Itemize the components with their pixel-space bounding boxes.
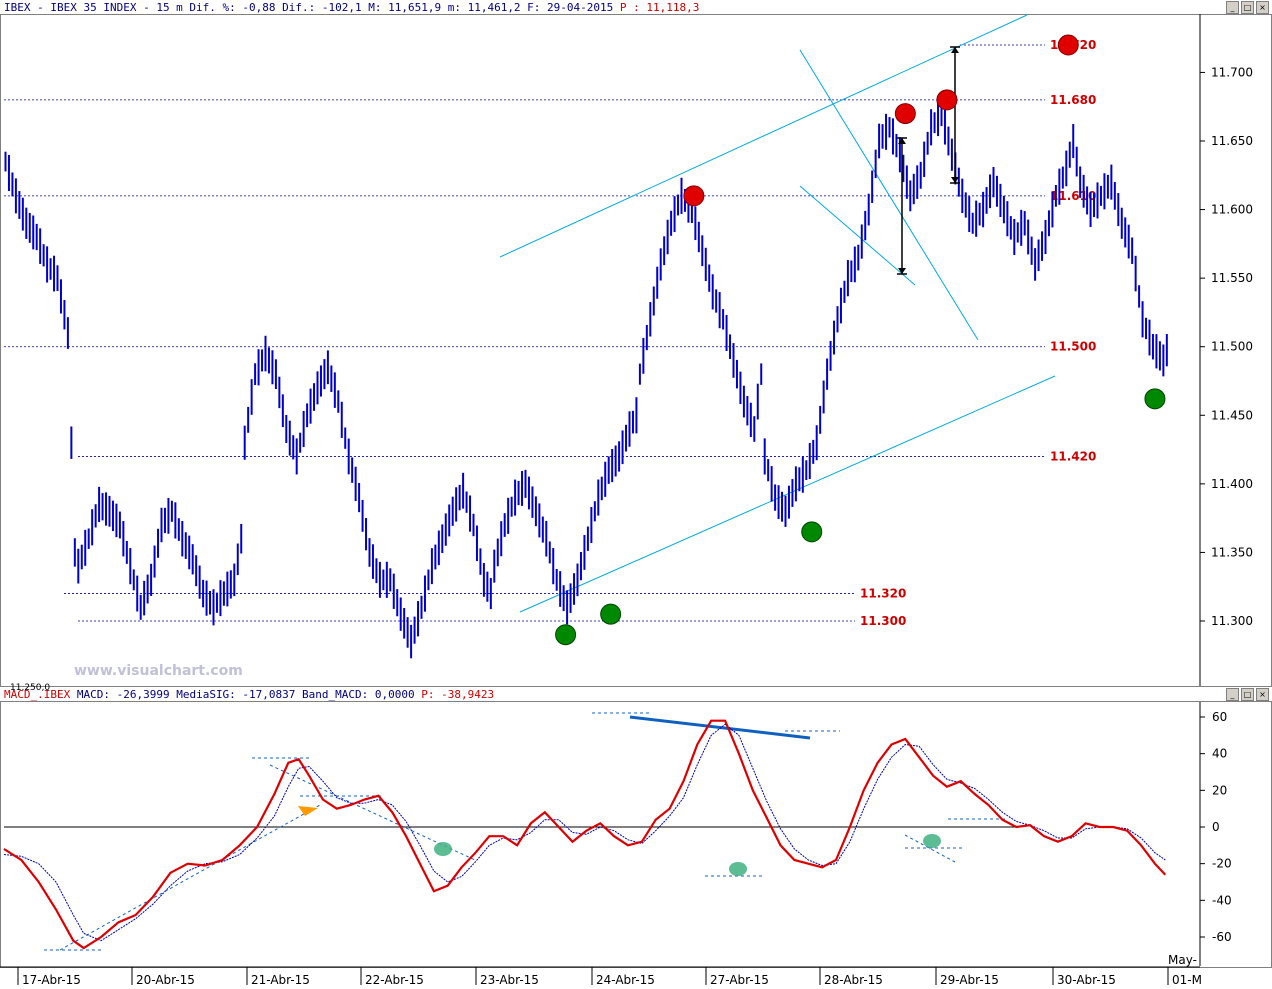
minimize-button[interactable]: _	[1226, 1, 1239, 14]
price-header-text: IBEX - IBEX 35 INDEX - 15 m Dif. %: -0,8…	[4, 1, 614, 14]
price-y-tick-label: 11.400	[1211, 477, 1253, 491]
x-tick-label: 28-Abr-15	[824, 973, 883, 987]
price-y-tick-label: 11.650	[1211, 134, 1253, 148]
macd-header: MACD_.IBEX MACD: -26,3999 MediaSIG: -17,…	[4, 688, 494, 701]
x-tick-label: 21-Abr-15	[251, 973, 310, 987]
x-tick-label: 22-Abr-15	[365, 973, 424, 987]
x-tick-label: 01-M	[1172, 973, 1202, 987]
top-marker	[936, 89, 958, 111]
level-label: 11.680	[1050, 93, 1096, 107]
price-y-tick-label: 11.550	[1211, 271, 1253, 285]
trend-line	[799, 49, 979, 341]
macd-value: MACD: -26,3999	[76, 688, 170, 701]
x-tick-label: 24-Abr-15	[596, 973, 655, 987]
macd-y-tick-label: 0	[1212, 820, 1220, 834]
price-bottom-label: 11.250,0	[10, 683, 50, 693]
macd-y-tick-label: 40	[1212, 747, 1227, 761]
x-tick-label: 27-Abr-15	[710, 973, 769, 987]
top-marker	[1057, 34, 1079, 56]
macd-sig: MediaSIG: -17,0837	[176, 688, 296, 701]
macd-close-button[interactable]: ×	[1256, 688, 1269, 701]
bottom-marker	[801, 521, 823, 543]
level-label: 11.320	[860, 587, 906, 601]
macd-y-tick-label: -20	[1212, 857, 1232, 871]
price-y-tick-label: 11.350	[1211, 545, 1253, 559]
bottom-marker	[555, 624, 577, 646]
macd-cross-marker	[434, 842, 452, 856]
macd-y-tick-label: -40	[1212, 893, 1232, 907]
trend-line	[499, 14, 1028, 258]
macd-cross-marker	[729, 862, 747, 876]
level-label: 11.420	[1050, 449, 1096, 463]
top-marker	[683, 185, 705, 207]
macd-name: MACD_.IBEX	[4, 688, 71, 701]
maximize-button[interactable]: □	[1241, 1, 1254, 14]
watermark: www.visualchart.com	[74, 663, 243, 679]
bottom-marker	[1144, 388, 1166, 410]
macd-cross-marker	[923, 834, 941, 848]
measure-arrow-head	[898, 268, 906, 274]
macd-line	[3, 719, 1167, 950]
x-tick-label: 23-Abr-15	[480, 973, 539, 987]
macd-y-tick-label: 60	[1212, 710, 1227, 724]
price-header-p: P : 11,118,3	[619, 1, 700, 14]
x-tick-label: 17-Abr-15	[22, 973, 81, 987]
bottom-marker	[600, 603, 622, 625]
price-y-tick-label: 11.500	[1211, 340, 1253, 354]
trend-line	[799, 185, 916, 286]
price-y-tick-label: 11.700	[1211, 65, 1253, 79]
x-tick-label: 30-Abr-15	[1057, 973, 1116, 987]
x-extra-label: May-	[1168, 953, 1197, 967]
measure-arrow-head	[898, 138, 906, 144]
price-y-tick-label: 11.450	[1211, 408, 1253, 422]
level-label: 11.500	[1050, 340, 1096, 354]
macd-p: P: -38,9423	[421, 688, 495, 701]
macd-minimize-button[interactable]: _	[1226, 688, 1239, 701]
level-label: 11.610	[1050, 189, 1096, 203]
price-header: IBEX - IBEX 35 INDEX - 15 m Dif. %: -0,8…	[4, 1, 699, 14]
macd-y-tick-label: 20	[1212, 783, 1227, 797]
level-label: 11.300	[860, 614, 906, 628]
trend-line	[519, 375, 1056, 613]
macd-band: Band_MACD: 0,0000	[302, 688, 415, 701]
close-button[interactable]: ×	[1256, 1, 1269, 14]
price-y-tick-label: 11.600	[1211, 203, 1253, 217]
macd-panel-frame	[0, 701, 1272, 968]
macd-maximize-button[interactable]: □	[1241, 688, 1254, 701]
macd-guide-line	[59, 804, 321, 951]
measure-arrow-head	[951, 177, 959, 183]
divergence-line	[629, 715, 811, 740]
x-tick-label: 29-Abr-15	[940, 973, 999, 987]
measure-arrow-head	[951, 47, 959, 53]
top-marker	[894, 103, 916, 125]
macd-cross-marker-orange	[298, 806, 318, 816]
price-y-tick-label: 11.300	[1211, 614, 1253, 628]
x-tick-label: 20-Abr-15	[136, 973, 195, 987]
macd-y-tick-label: -60	[1212, 930, 1232, 944]
